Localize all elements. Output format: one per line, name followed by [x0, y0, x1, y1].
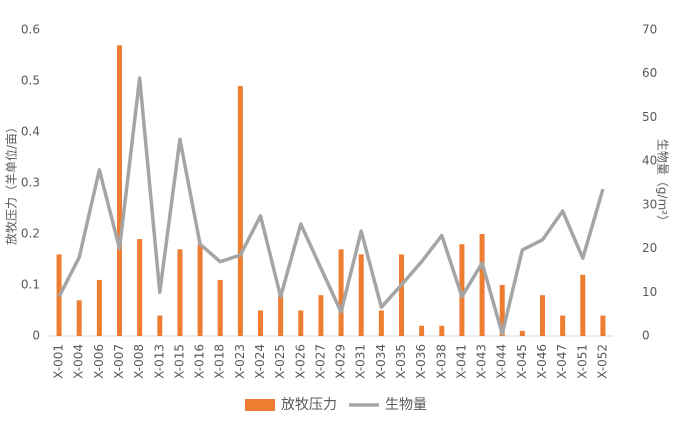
x-tick-label: X-004 — [72, 344, 86, 379]
bar — [157, 315, 163, 336]
bar — [177, 249, 183, 336]
y2-tick-label: 10 — [642, 285, 657, 299]
y2-tick-label: 50 — [642, 110, 657, 124]
bar — [378, 310, 384, 336]
y-tick-label: 0 — [32, 329, 40, 343]
x-tick-label: X-027 — [313, 344, 327, 379]
y-axis-title: 放牧压力（羊单位/亩） — [4, 121, 19, 245]
y2-axis-title: 生物量（g/m²） — [656, 139, 670, 227]
legend-label: 生物量 — [385, 397, 427, 413]
bar — [96, 279, 102, 336]
y2-tick-label: 20 — [642, 241, 657, 255]
y2-tick-label: 30 — [642, 197, 657, 211]
y2-tick-label: 70 — [642, 23, 657, 37]
legend-label: 放牧压力 — [281, 397, 337, 413]
x-tick-label: X-043 — [475, 344, 489, 379]
x-tick-label: X-024 — [253, 344, 267, 379]
bar — [499, 285, 505, 336]
x-tick-label: X-051 — [575, 344, 589, 379]
x-tick-label: X-052 — [595, 344, 609, 379]
y2-tick-label: 60 — [642, 66, 657, 80]
bar — [399, 254, 404, 336]
bar — [519, 330, 525, 336]
y-tick-label: 0.3 — [21, 176, 40, 190]
bar — [459, 244, 465, 336]
bar — [580, 274, 586, 336]
bar — [298, 310, 304, 336]
bar — [358, 254, 364, 336]
x-tick-label: X-023 — [233, 344, 247, 379]
y-tick-label: 0.2 — [21, 227, 40, 241]
x-tick-label: X-046 — [535, 344, 549, 379]
bar — [217, 279, 223, 336]
x-tick-label: X-025 — [273, 344, 287, 379]
bar — [600, 315, 606, 336]
x-tick-label: X-044 — [495, 344, 509, 379]
bar — [76, 300, 82, 336]
x-tick-label: X-015 — [172, 344, 186, 379]
bar — [338, 249, 344, 336]
bar — [560, 315, 566, 336]
bar — [479, 234, 485, 336]
x-tick-label: X-038 — [434, 344, 448, 379]
x-tick-label: X-001 — [52, 344, 66, 379]
x-tick-label: X-029 — [334, 344, 348, 379]
y-tick-label: 0.6 — [21, 23, 40, 37]
y2-tick-label: 0 — [642, 329, 650, 343]
y-tick-label: 0.4 — [21, 125, 40, 139]
bar — [278, 295, 284, 336]
y2-tick-label: 40 — [642, 154, 657, 168]
bar — [439, 325, 445, 336]
x-tick-label: X-008 — [132, 344, 146, 379]
bar — [419, 325, 425, 336]
bar — [318, 295, 324, 336]
x-tick-label: X-016 — [193, 344, 207, 379]
bar — [237, 86, 243, 336]
legend-swatch — [245, 399, 275, 411]
bar — [197, 244, 203, 336]
y-tick-label: 0.5 — [21, 74, 40, 88]
bar — [540, 295, 545, 336]
bar — [258, 310, 263, 336]
x-tick-label: X-036 — [414, 344, 428, 379]
x-tick-label: X-006 — [92, 344, 106, 379]
line — [57, 76, 605, 336]
x-tick-label: X-007 — [112, 344, 126, 379]
x-tick-label: X-018 — [213, 344, 227, 379]
x-tick-label: X-031 — [354, 344, 368, 379]
x-tick-label: X-013 — [152, 344, 166, 379]
x-tick-label: X-026 — [293, 344, 307, 379]
x-tick-label: X-045 — [515, 344, 529, 379]
x-tick-label: X-041 — [454, 344, 468, 379]
x-tick-label: X-034 — [374, 344, 388, 379]
x-tick-label: X-035 — [394, 344, 408, 379]
bar — [117, 45, 122, 337]
y-tick-label: 0.1 — [21, 278, 40, 292]
bar — [137, 239, 143, 336]
x-tick-label: X-047 — [555, 344, 569, 379]
